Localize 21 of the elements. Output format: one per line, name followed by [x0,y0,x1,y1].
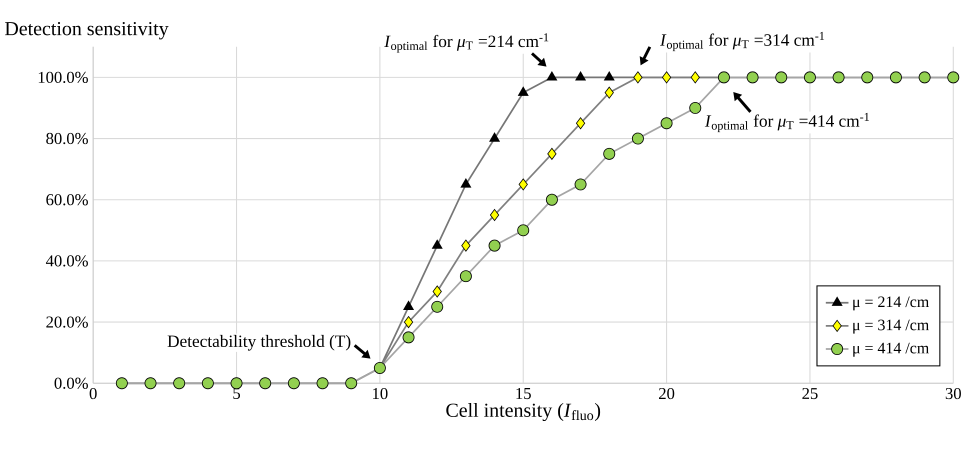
legend-label: μ = 314 /cm [853,320,929,334]
y-tick-label: 60.0% [46,194,88,206]
x-tick-label: 25 [802,388,818,400]
legend-label: μ = 214 /cm [853,296,929,310]
x-tick-label: 15 [516,388,531,400]
x-tick-label: 10 [373,388,388,400]
y-tick-label: 0.0% [54,378,88,389]
annotation: Detectability threshold (T) [168,334,350,351]
x-tick-label: 20 [659,388,674,400]
y-tick-label: 20.0% [46,316,88,328]
y-tick-label: 100.0% [38,72,88,84]
annotation: I$_{optimal}$ for μ$_{T}$ =314 cm$^{-1}$ [660,32,824,52]
x-axis-title: Cell intensity (I$_{fluo}$) [446,402,600,422]
y-axis-title: Detection sensitivity [5,22,169,40]
legend-label: μ = 414 /cm [853,342,929,357]
annotation: I$_{optimal}$ for μ$_{T}$ =414 cm$^{-1}$ [704,112,869,132]
x-tick-label: 0 [90,388,97,400]
y-tick-label: 80.0% [46,132,88,144]
annotation: I$_{optimal}$ for μ$_{T}$ =214 cm$^{-1}$ [384,33,548,52]
y-tick-label: 40.0% [46,255,88,267]
x-tick-label: 30 [946,388,961,400]
